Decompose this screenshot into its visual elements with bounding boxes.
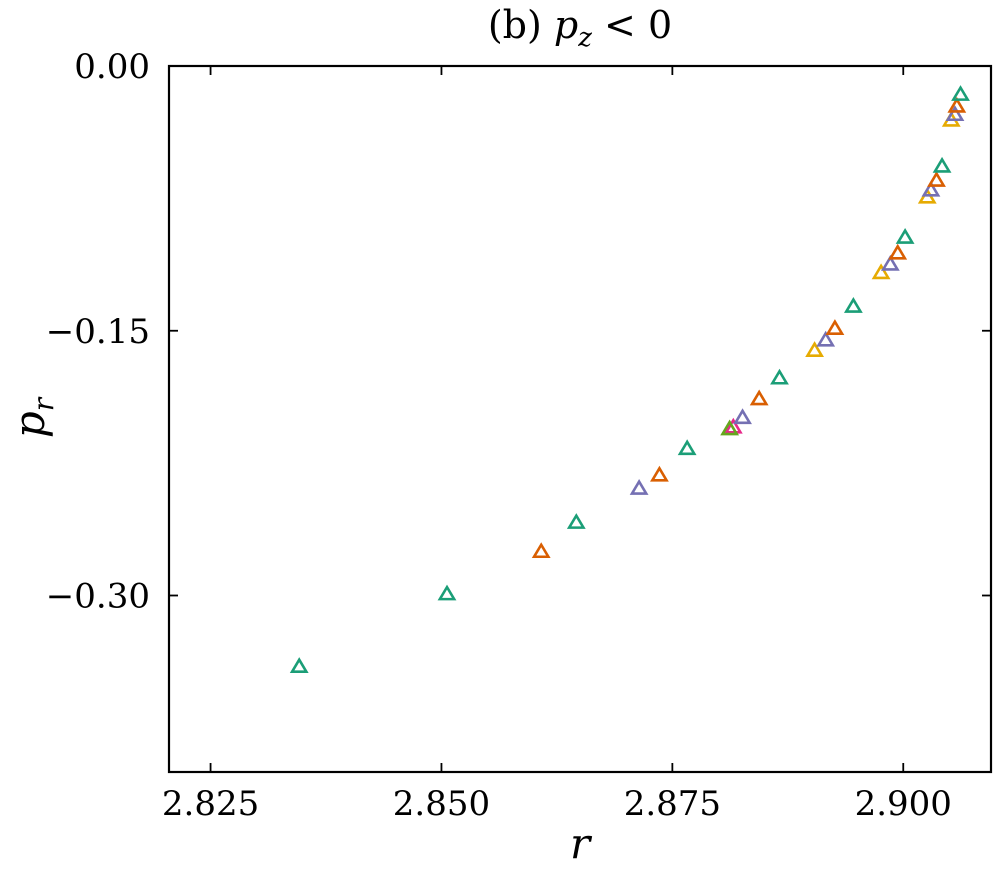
data-point-purple	[945, 105, 965, 122]
x-axis-label: r	[570, 819, 593, 868]
chart-title-prefix: (b)	[488, 3, 554, 47]
axis-tick-labels: 2.825 2.850 2.875 2.900 0.00 −0.15 −0.30	[46, 47, 952, 824]
plot-frame	[167, 64, 993, 774]
y-axis-label-sub: r	[27, 396, 60, 411]
chart-title-sub: z	[577, 23, 592, 53]
data-point-purple	[880, 254, 900, 271]
data-point-orange	[749, 389, 769, 406]
data-point-gold	[805, 341, 825, 358]
y-tick-label: −0.30	[46, 577, 150, 617]
chart-title-var: p	[554, 3, 578, 47]
data-point-purple	[921, 180, 941, 197]
y-axis-label-var: p	[5, 411, 54, 438]
data-point-pink	[723, 417, 743, 434]
data-points	[289, 85, 970, 673]
data-point-orange	[947, 96, 967, 113]
data-point-orange	[531, 542, 551, 559]
data-point-teal	[895, 228, 915, 244]
axis-ticks	[169, 65, 991, 772]
data-point-orange	[825, 319, 845, 335]
y-tick-label: 0.00	[74, 47, 150, 87]
data-point-purple	[816, 330, 836, 347]
x-tick-label: 2.900	[855, 784, 952, 824]
data-point-teal	[951, 85, 970, 101]
chart-title-suffix: < 0	[592, 3, 672, 47]
data-point-teal	[770, 368, 789, 385]
data-point-teal	[932, 156, 952, 173]
data-point-purple	[733, 408, 752, 425]
data-point-purple	[629, 479, 649, 495]
data-point-orange	[927, 171, 946, 187]
chart-title: (b) pz < 0	[488, 3, 672, 53]
data-point-orange	[650, 465, 669, 482]
x-tick-label: 2.850	[393, 784, 490, 824]
data-point-teal	[566, 513, 586, 529]
svg-text:pr: pr	[5, 396, 60, 438]
y-tick-label: −0.15	[46, 312, 150, 352]
x-tick-label: 2.875	[624, 784, 721, 824]
data-point-orange	[888, 243, 908, 260]
data-point-green	[720, 419, 740, 436]
x-tick-label: 2.825	[162, 784, 259, 824]
data-point-teal	[289, 657, 309, 673]
data-point-teal	[843, 297, 863, 313]
data-point-teal	[677, 439, 697, 456]
data-point-teal	[437, 584, 457, 601]
data-point-gold	[871, 263, 891, 280]
y-axis-label: pr	[5, 396, 60, 438]
